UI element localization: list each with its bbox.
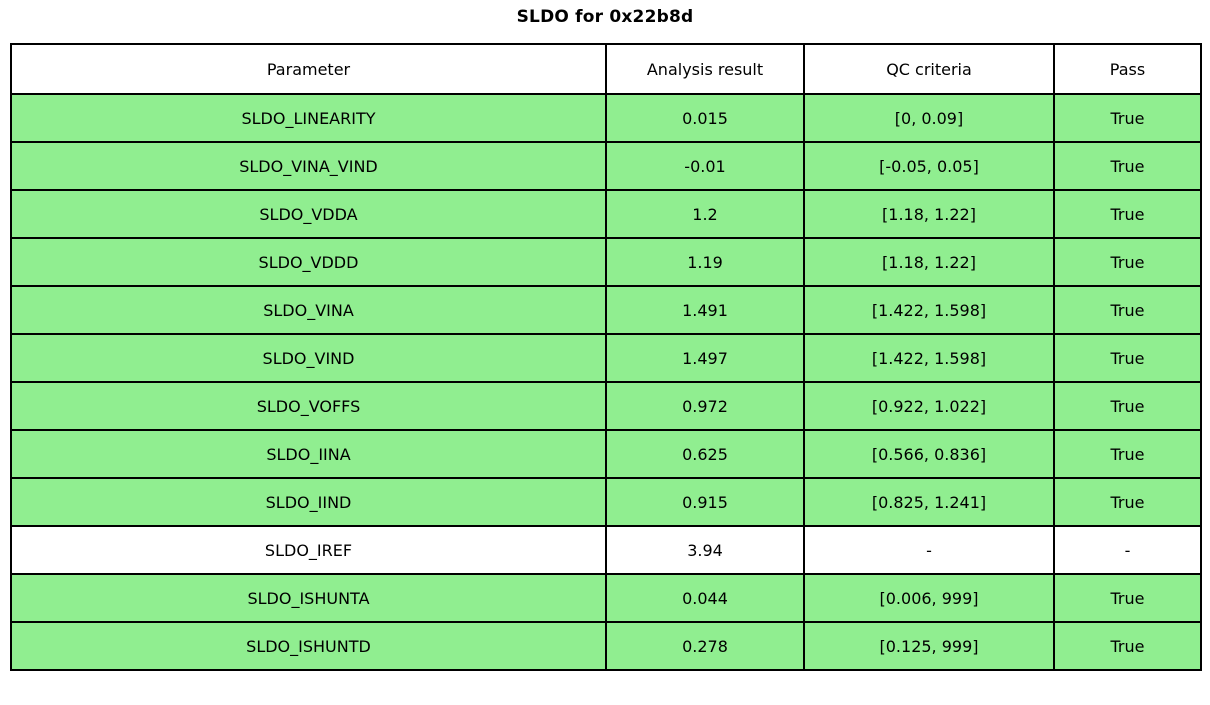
table-row: SLDO_VOFFS 0.972 [0.922, 1.022] True [10, 381, 1202, 431]
cell-parameter: SLDO_VOFFS [10, 381, 607, 431]
table-row: SLDO_IREF 3.94 - - [10, 525, 1202, 575]
table-header-row: Parameter Analysis result QC criteria Pa… [10, 43, 1202, 95]
column-header-parameter: Parameter [10, 43, 607, 95]
cell-pass: True [1053, 621, 1202, 671]
cell-parameter: SLDO_VINA_VIND [10, 141, 607, 191]
cell-pass: True [1053, 333, 1202, 383]
cell-parameter: SLDO_VINA [10, 285, 607, 335]
cell-parameter: SLDO_VDDA [10, 189, 607, 239]
cell-parameter: SLDO_LINEARITY [10, 93, 607, 143]
cell-pass: True [1053, 237, 1202, 287]
cell-result: 0.015 [605, 93, 805, 143]
column-header-pass: Pass [1053, 43, 1202, 95]
cell-parameter: SLDO_VIND [10, 333, 607, 383]
table-row: SLDO_ISHUNTA 0.044 [0.006, 999] True [10, 573, 1202, 623]
cell-result: 1.497 [605, 333, 805, 383]
cell-criteria: [0.006, 999] [803, 573, 1055, 623]
table-row: SLDO_IIND 0.915 [0.825, 1.241] True [10, 477, 1202, 527]
cell-pass: True [1053, 285, 1202, 335]
table-row: SLDO_VIND 1.497 [1.422, 1.598] True [10, 333, 1202, 383]
cell-criteria: [1.18, 1.22] [803, 237, 1055, 287]
cell-pass: - [1053, 525, 1202, 575]
cell-pass: True [1053, 429, 1202, 479]
cell-result: 0.044 [605, 573, 805, 623]
cell-criteria: [1.422, 1.598] [803, 333, 1055, 383]
cell-result: -0.01 [605, 141, 805, 191]
table-row: SLDO_LINEARITY 0.015 [0, 0.09] True [10, 93, 1202, 143]
cell-criteria: [1.18, 1.22] [803, 189, 1055, 239]
cell-parameter: SLDO_ISHUNTD [10, 621, 607, 671]
column-header-analysis-result: Analysis result [605, 43, 805, 95]
table-row: SLDO_IINA 0.625 [0.566, 0.836] True [10, 429, 1202, 479]
cell-result: 3.94 [605, 525, 805, 575]
cell-result: 0.915 [605, 477, 805, 527]
cell-result: 1.2 [605, 189, 805, 239]
cell-pass: True [1053, 477, 1202, 527]
table-row: SLDO_VDDD 1.19 [1.18, 1.22] True [10, 237, 1202, 287]
cell-result: 1.491 [605, 285, 805, 335]
table-row: SLDO_ISHUNTD 0.278 [0.125, 999] True [10, 621, 1202, 671]
cell-criteria: [0, 0.09] [803, 93, 1055, 143]
cell-pass: True [1053, 573, 1202, 623]
cell-criteria: [0.922, 1.022] [803, 381, 1055, 431]
table-row: SLDO_VDDA 1.2 [1.18, 1.22] True [10, 189, 1202, 239]
cell-pass: True [1053, 141, 1202, 191]
cell-criteria: [0.825, 1.241] [803, 477, 1055, 527]
cell-parameter: SLDO_IREF [10, 525, 607, 575]
cell-criteria: [0.125, 999] [803, 621, 1055, 671]
column-header-qc-criteria: QC criteria [803, 43, 1055, 95]
cell-parameter: SLDO_ISHUNTA [10, 573, 607, 623]
qc-results-table: Parameter Analysis result QC criteria Pa… [10, 43, 1202, 671]
cell-criteria: [0.566, 0.836] [803, 429, 1055, 479]
cell-parameter: SLDO_IINA [10, 429, 607, 479]
cell-parameter: SLDO_IIND [10, 477, 607, 527]
cell-criteria: [1.422, 1.598] [803, 285, 1055, 335]
cell-criteria: - [803, 525, 1055, 575]
cell-parameter: SLDO_VDDD [10, 237, 607, 287]
cell-pass: True [1053, 189, 1202, 239]
cell-result: 0.278 [605, 621, 805, 671]
cell-pass: True [1053, 93, 1202, 143]
cell-result: 0.625 [605, 429, 805, 479]
cell-criteria: [-0.05, 0.05] [803, 141, 1055, 191]
table-row: SLDO_VINA 1.491 [1.422, 1.598] True [10, 285, 1202, 335]
page-title: SLDO for 0x22b8d [516, 7, 694, 27]
cell-pass: True [1053, 381, 1202, 431]
cell-result: 1.19 [605, 237, 805, 287]
cell-result: 0.972 [605, 381, 805, 431]
table-row: SLDO_VINA_VIND -0.01 [-0.05, 0.05] True [10, 141, 1202, 191]
